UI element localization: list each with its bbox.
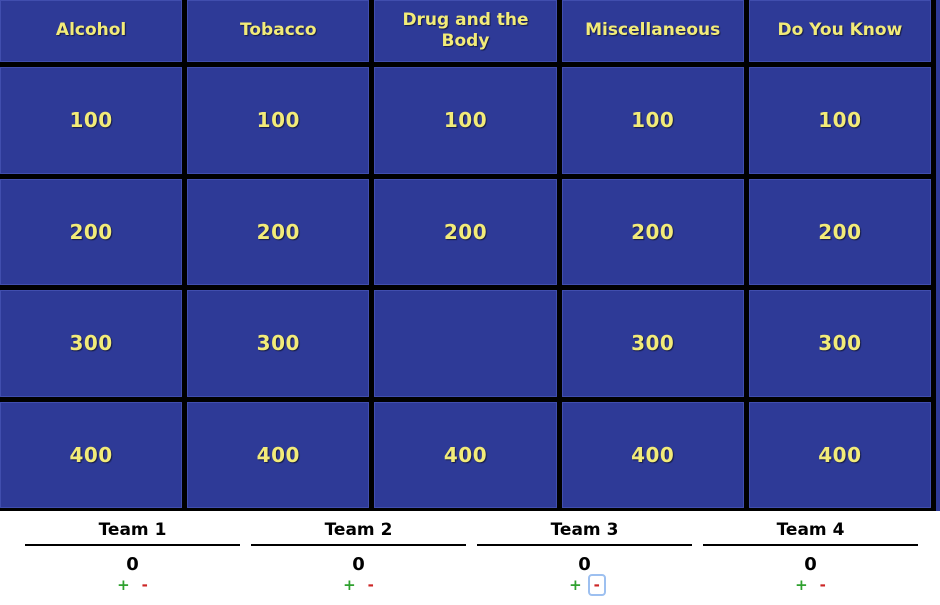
clue-cell-tobacco-400[interactable]: 400 xyxy=(187,401,370,508)
team-score: 0 xyxy=(804,553,817,575)
team-score-controls: + - xyxy=(117,577,148,594)
team-score-controls: + - xyxy=(795,577,826,594)
team-panel-2: Team 2 0 + - xyxy=(251,521,466,605)
category-header-drug-and-the-body: Drug and the Body xyxy=(374,0,557,62)
team-score-controls: + - xyxy=(343,577,374,594)
decrease-score-button[interactable]: - xyxy=(141,575,148,594)
clue-cell-tobacco-200[interactable]: 200 xyxy=(187,178,370,285)
clue-cell-miscellaneous-100[interactable]: 100 xyxy=(561,67,744,174)
team-panel-1: Team 1 0 + - xyxy=(25,521,240,605)
team-name: Team 1 xyxy=(98,520,167,540)
team-underline xyxy=(251,543,466,546)
clue-cell-drug-and-the-body-400[interactable]: 400 xyxy=(374,401,557,508)
increase-score-button[interactable]: + xyxy=(343,575,356,594)
clue-cell-drug-and-the-body-300-used xyxy=(374,290,557,397)
clue-cell-alcohol-400[interactable]: 400 xyxy=(0,401,183,508)
jeopardy-board: Alcohol Tobacco Drug and the Body Miscel… xyxy=(0,0,936,511)
team-score: 0 xyxy=(126,553,139,575)
decrease-score-button[interactable]: - xyxy=(819,575,826,594)
clue-cell-do-you-know-400[interactable]: 400 xyxy=(748,401,931,508)
team-score: 0 xyxy=(578,553,591,575)
team-name: Team 4 xyxy=(776,520,845,540)
clue-cell-do-you-know-200[interactable]: 200 xyxy=(748,178,931,285)
category-header-alcohol: Alcohol xyxy=(0,0,183,62)
team-panel-4: Team 4 0 + - xyxy=(703,521,918,605)
clue-cell-do-you-know-100[interactable]: 100 xyxy=(748,67,931,174)
clue-cell-alcohol-300[interactable]: 300 xyxy=(0,290,183,397)
clue-cell-alcohol-200[interactable]: 200 xyxy=(0,178,183,285)
clue-cell-drug-and-the-body-100[interactable]: 100 xyxy=(374,67,557,174)
team-underline xyxy=(25,543,240,546)
increase-score-button[interactable]: + xyxy=(569,575,582,594)
increase-score-button[interactable]: + xyxy=(795,575,808,594)
clue-cell-do-you-know-300[interactable]: 300 xyxy=(748,290,931,397)
category-header-tobacco: Tobacco xyxy=(187,0,370,62)
team-panel-3: Team 3 0 + - xyxy=(477,521,692,605)
category-header-miscellaneous: Miscellaneous xyxy=(561,0,744,62)
team-name: Team 2 xyxy=(324,520,393,540)
team-underline xyxy=(703,543,918,546)
clue-cell-miscellaneous-300[interactable]: 300 xyxy=(561,290,744,397)
team-score-controls: + - xyxy=(569,573,606,597)
decrease-score-button-focused[interactable]: - xyxy=(587,573,606,597)
clue-cell-miscellaneous-200[interactable]: 200 xyxy=(561,178,744,285)
clue-cell-drug-and-the-body-200[interactable]: 200 xyxy=(374,178,557,285)
team-name: Team 3 xyxy=(550,520,619,540)
team-score: 0 xyxy=(352,553,365,575)
clue-cell-alcohol-100[interactable]: 100 xyxy=(0,67,183,174)
category-header-do-you-know: Do You Know xyxy=(748,0,931,62)
teams-footer: Team 1 0 + - Team 2 0 + - Team 3 0 + - T… xyxy=(0,511,940,605)
decrease-score-button[interactable]: - xyxy=(367,575,374,594)
increase-score-button[interactable]: + xyxy=(117,575,130,594)
clue-cell-tobacco-300[interactable]: 300 xyxy=(187,290,370,397)
clue-cell-miscellaneous-400[interactable]: 400 xyxy=(561,401,744,508)
clue-cell-tobacco-100[interactable]: 100 xyxy=(187,67,370,174)
team-underline xyxy=(477,543,692,546)
